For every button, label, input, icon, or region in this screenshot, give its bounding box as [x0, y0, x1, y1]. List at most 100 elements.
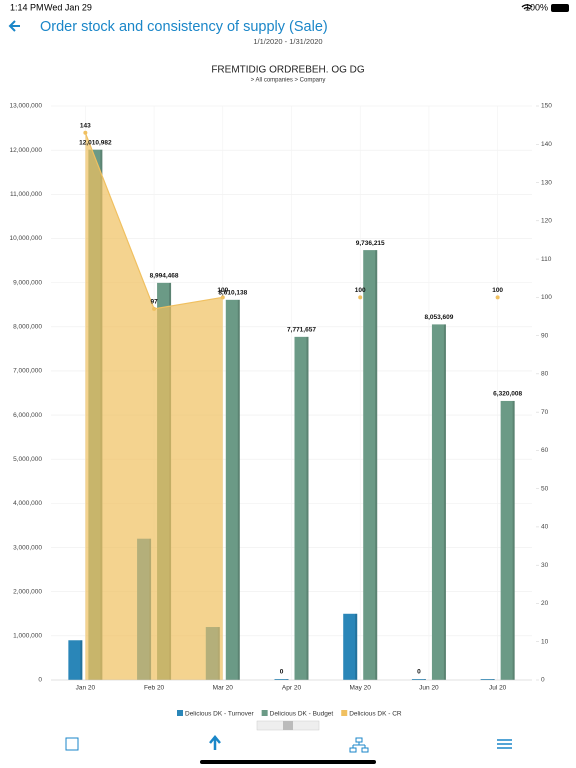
y2-tick-label: 100: [541, 294, 552, 301]
y2-tick-label: 150: [541, 103, 552, 110]
home-indicator: [200, 760, 376, 764]
x-tick-label: May 20: [350, 685, 372, 692]
bar-side: [443, 324, 446, 680]
y2-tick-label: 40: [541, 524, 549, 531]
data-label: 100: [217, 287, 228, 294]
y2-tick-label: 90: [541, 332, 549, 339]
data-label: 100: [355, 287, 366, 294]
y2-tick-label: 130: [541, 179, 552, 186]
bar-side: [80, 640, 83, 680]
data-label: 0: [280, 669, 284, 676]
calendar-tab[interactable]: [65, 737, 79, 751]
chart-toolbar: [256, 720, 320, 731]
back-button[interactable]: [8, 20, 20, 32]
data-label: 0: [417, 669, 421, 676]
y2-tick-label: 120: [541, 218, 552, 225]
data-label: 143: [80, 123, 91, 130]
y-tick-label: 12,000,000: [9, 147, 42, 154]
y2-tick-label: 70: [541, 409, 549, 416]
x-tick-label: Mar 20: [213, 685, 234, 692]
legend-swatch: [261, 710, 268, 716]
y2-tick-label: 0: [541, 677, 545, 684]
bar: [343, 613, 358, 680]
y-tick-label: 7,000,000: [13, 368, 42, 375]
y-tick-label: 2,000,000: [13, 588, 42, 595]
data-label: 100: [492, 287, 503, 294]
y-tick-label: 1,000,000: [13, 633, 42, 640]
bar-side: [512, 400, 515, 680]
point: [220, 295, 225, 300]
y2-tick-label: 110: [541, 256, 552, 263]
status-date: Wed Jan 29: [44, 2, 92, 12]
upload-tab[interactable]: [209, 735, 221, 750]
bar: [294, 336, 309, 680]
point: [358, 295, 363, 300]
y-tick-label: 9,000,000: [13, 279, 42, 286]
bar: [68, 640, 83, 680]
bar: [363, 250, 378, 681]
data-label: 12,010,982: [79, 139, 112, 146]
status-time: 1:14 PM: [10, 2, 44, 12]
area: [85, 132, 223, 680]
bar: [411, 679, 426, 680]
chart-subtitle: > All companies > Company: [251, 78, 326, 84]
data-label: 97: [150, 299, 158, 306]
legend-label[interactable]: Delicious DK - Turnover: [185, 711, 254, 718]
bar: [500, 400, 515, 680]
data-label: 8,053,609: [424, 314, 453, 321]
bar-side: [492, 679, 495, 680]
legend-swatch: [177, 710, 183, 716]
y2-tick-label: 10: [541, 638, 549, 645]
bar: [480, 679, 495, 680]
y-tick-label: 3,000,000: [13, 544, 42, 551]
data-label: 6,320,008: [493, 391, 522, 398]
y2-tick-label: 30: [541, 562, 549, 569]
x-tick-label: Jun 20: [419, 685, 439, 692]
x-tick-label: Apr 20: [282, 685, 302, 692]
date-range: 1/1/2020 - 1/31/2020: [253, 37, 322, 46]
bar-side: [375, 250, 378, 681]
y2-tick-label: 20: [541, 600, 549, 607]
hierarchy-tab[interactable]: [349, 737, 369, 753]
x-tick-label: Jul 20: [489, 685, 507, 692]
x-tick-label: Jan 20: [76, 685, 96, 692]
bar-side: [355, 613, 358, 680]
y-tick-label: 10,000,000: [9, 235, 42, 242]
point: [152, 306, 157, 311]
y-tick-label: 13,000,000: [9, 103, 42, 110]
point: [495, 295, 500, 300]
point: [83, 130, 88, 135]
y-tick-label: 8,000,000: [13, 323, 42, 330]
legend-swatch: [341, 710, 348, 716]
y2-tick-label: 60: [541, 447, 549, 454]
y-tick-label: 11,000,000: [10, 191, 42, 198]
bar-side: [306, 336, 309, 680]
bar-side: [286, 679, 289, 680]
chart-title: FREMTIDIG ORDREBEH. OG DG: [211, 65, 365, 76]
bar-side: [423, 679, 426, 680]
y-tick-label: 4,000,000: [13, 500, 42, 507]
bar: [274, 679, 289, 680]
y2-tick-label: 80: [541, 371, 549, 378]
tab-bar: [65, 735, 512, 764]
legend-label[interactable]: Delicious DK - CR: [349, 711, 402, 718]
menu-tab[interactable]: [497, 739, 512, 749]
bar: [225, 299, 240, 680]
wifi-icon: [521, 4, 533, 10]
page-title: Order stock and consistency of supply (S…: [40, 19, 328, 35]
y2-tick-label: 140: [541, 141, 552, 148]
legend-label[interactable]: Delicious DK - Budget: [270, 711, 334, 718]
y2-tick-label: 50: [541, 485, 549, 492]
data-label: 8,610,138: [218, 290, 247, 297]
bar-side: [237, 299, 240, 680]
y-tick-label: 5,000,000: [13, 456, 42, 463]
data-label: 9,736,215: [356, 240, 385, 247]
data-label: 8,994,468: [150, 273, 179, 280]
bar: [431, 324, 446, 680]
y-tick-label: 0: [38, 677, 42, 684]
toolbar-selected[interactable]: [283, 721, 293, 730]
status-battery: 100%: [525, 2, 548, 12]
x-tick-label: Feb 20: [144, 685, 165, 692]
data-label: 7,771,657: [287, 327, 316, 334]
